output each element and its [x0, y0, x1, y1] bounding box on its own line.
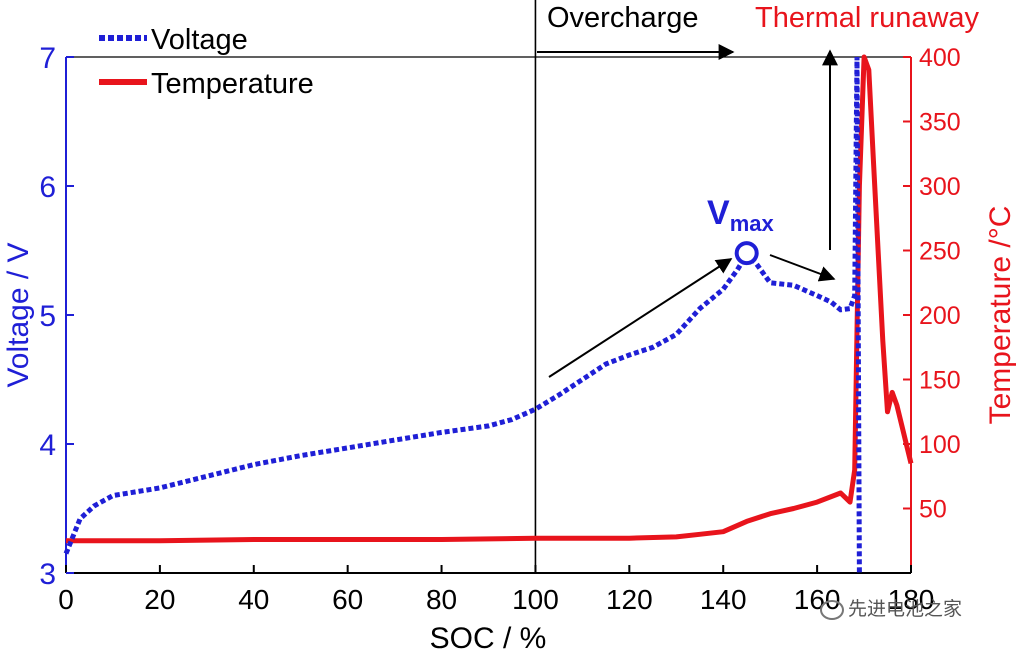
x-tick-label: 20	[144, 584, 175, 615]
watermark: 先进电池之家	[820, 594, 962, 621]
vmax-label-main: V	[707, 194, 730, 232]
plot-frame	[65, 56, 912, 574]
right-tick-label: 350	[919, 109, 961, 137]
x-tick-label: 0	[58, 584, 74, 615]
right-tick-label: 100	[919, 431, 961, 459]
left-axis-label: Voltage / V	[2, 242, 35, 387]
x-axis-label: SOC / %	[430, 622, 547, 653]
left-axis-ticks: 3 4 5 6 7	[39, 42, 74, 591]
right-tick-label: 200	[919, 302, 961, 330]
legend-voltage-label: Voltage	[151, 24, 248, 56]
x-tick-label: 80	[426, 584, 457, 615]
x-tick-label: 120	[606, 584, 653, 615]
legend: Voltage Temperature	[99, 24, 314, 100]
x-tick-label: 140	[700, 584, 747, 615]
right-tick-label: 250	[919, 238, 961, 266]
vmax-label: Vmax	[707, 194, 774, 236]
left-tick-label: 5	[39, 300, 56, 333]
right-tick-label: 300	[919, 173, 961, 201]
right-tick-label: 400	[919, 44, 961, 72]
watermark-text: 先进电池之家	[848, 598, 963, 620]
vmax-label-sub: max	[730, 211, 775, 236]
left-tick-label: 7	[39, 42, 56, 75]
overcharge-label: Overcharge	[547, 2, 699, 34]
right-tick-label: 50	[919, 496, 947, 524]
right-axis-ticks: 50 100 150 200 250 300 350 400	[903, 44, 961, 524]
vmax-marker	[734, 241, 759, 266]
temperature-series-line	[66, 54, 914, 544]
x-tick-label: 60	[332, 584, 363, 615]
left-tick-label: 6	[39, 171, 56, 204]
legend-temperature-label: Temperature	[151, 68, 314, 100]
left-tick-label: 3	[39, 558, 56, 591]
right-tick-label: 150	[919, 367, 961, 395]
x-tick-label: 40	[238, 584, 269, 615]
x-tick-label: 100	[512, 584, 559, 615]
left-tick-label: 4	[39, 429, 56, 462]
annotation-arrows	[537, 44, 838, 378]
x-tick-label: 180	[888, 584, 935, 615]
decline-arrow	[769, 254, 836, 282]
rise-arrow	[548, 258, 733, 378]
right-axis-label: Temperature /°C	[984, 206, 1017, 425]
wechat-icon	[820, 599, 844, 620]
voltage-series-line	[63, 56, 862, 574]
thermal-runaway-label: Thermal runaway	[755, 2, 980, 34]
